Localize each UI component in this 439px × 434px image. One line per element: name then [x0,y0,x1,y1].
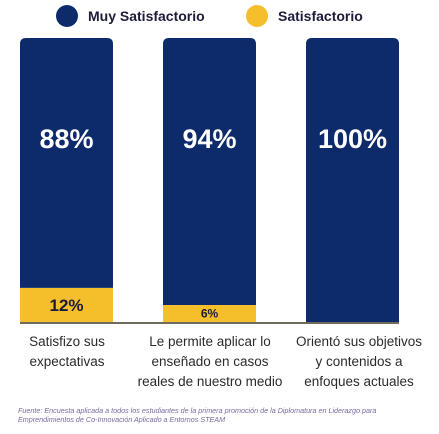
legend-item-satisfactorio: Satisfactorio [246,5,363,27]
legend-label-satisfactorio: Satisfactorio [278,8,363,24]
legend-swatch-satisfactorio [246,5,268,27]
bar-2-muy-satisfactorio [163,38,256,305]
bar-2-muy-satisfactorio-value-label: 94% [182,124,236,154]
category-label-1: Satisfizo sus expectativas [29,334,105,369]
bar-3-muy-satisfactorio [306,38,399,322]
bar-1-muy-satisfactorio-value-label: 88% [39,124,93,154]
bar-2-satisfactorio [163,304,256,322]
legend-label-muy-satisfactorio: Muy Satisfactorio [88,8,205,24]
source-note: Fuente: Encuesta aplicada a todos los es… [18,406,377,424]
bar-1-satisfactorio-value-label: 12% [49,296,83,315]
category-label-2: Le permite aplicar lo enseñado en casos … [137,334,283,389]
chart-legend: Muy Satisfactorio Satisfactorio [0,0,439,36]
legend-swatch-muy-satisfactorio [56,5,78,27]
bar-1-muy-satisfactorio [20,38,113,288]
legend-item-muy-satisfactorio: Muy Satisfactorio [56,5,205,27]
bar-3-muy-satisfactorio-value-label: 100% [318,124,387,154]
category-label-3: Orientó sus objetivos y contenidos a enf… [295,334,423,389]
bar-1-satisfactorio [20,287,113,322]
bar-2-satisfactorio-value-label: 6% [201,306,219,320]
